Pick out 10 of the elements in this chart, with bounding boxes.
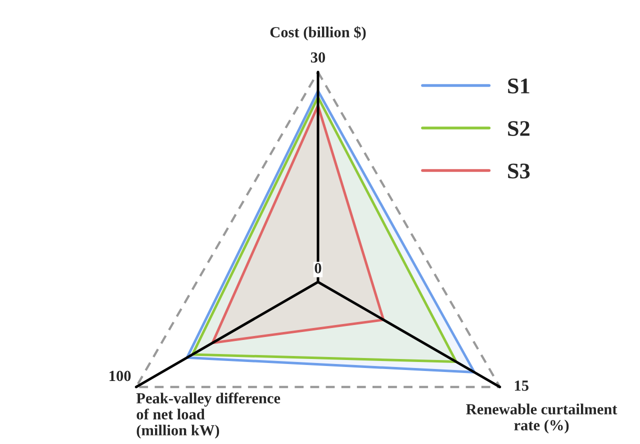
legend-label: S3 [508, 164, 530, 179]
text: 30 [310, 52, 326, 63]
legend-label: S1 [508, 78, 530, 94]
legend-label: S2 [508, 121, 530, 136]
spoke-label: Renewable curtailment rate (%) [466, 404, 618, 434]
text: 100 [110, 370, 131, 382]
text: 0 [314, 263, 322, 274]
spoke-label: Cost (billion $) [270, 26, 366, 40]
text: 15 [514, 380, 528, 391]
spoke-label: Peak-valley difference of net load (million kW) [136, 392, 280, 439]
